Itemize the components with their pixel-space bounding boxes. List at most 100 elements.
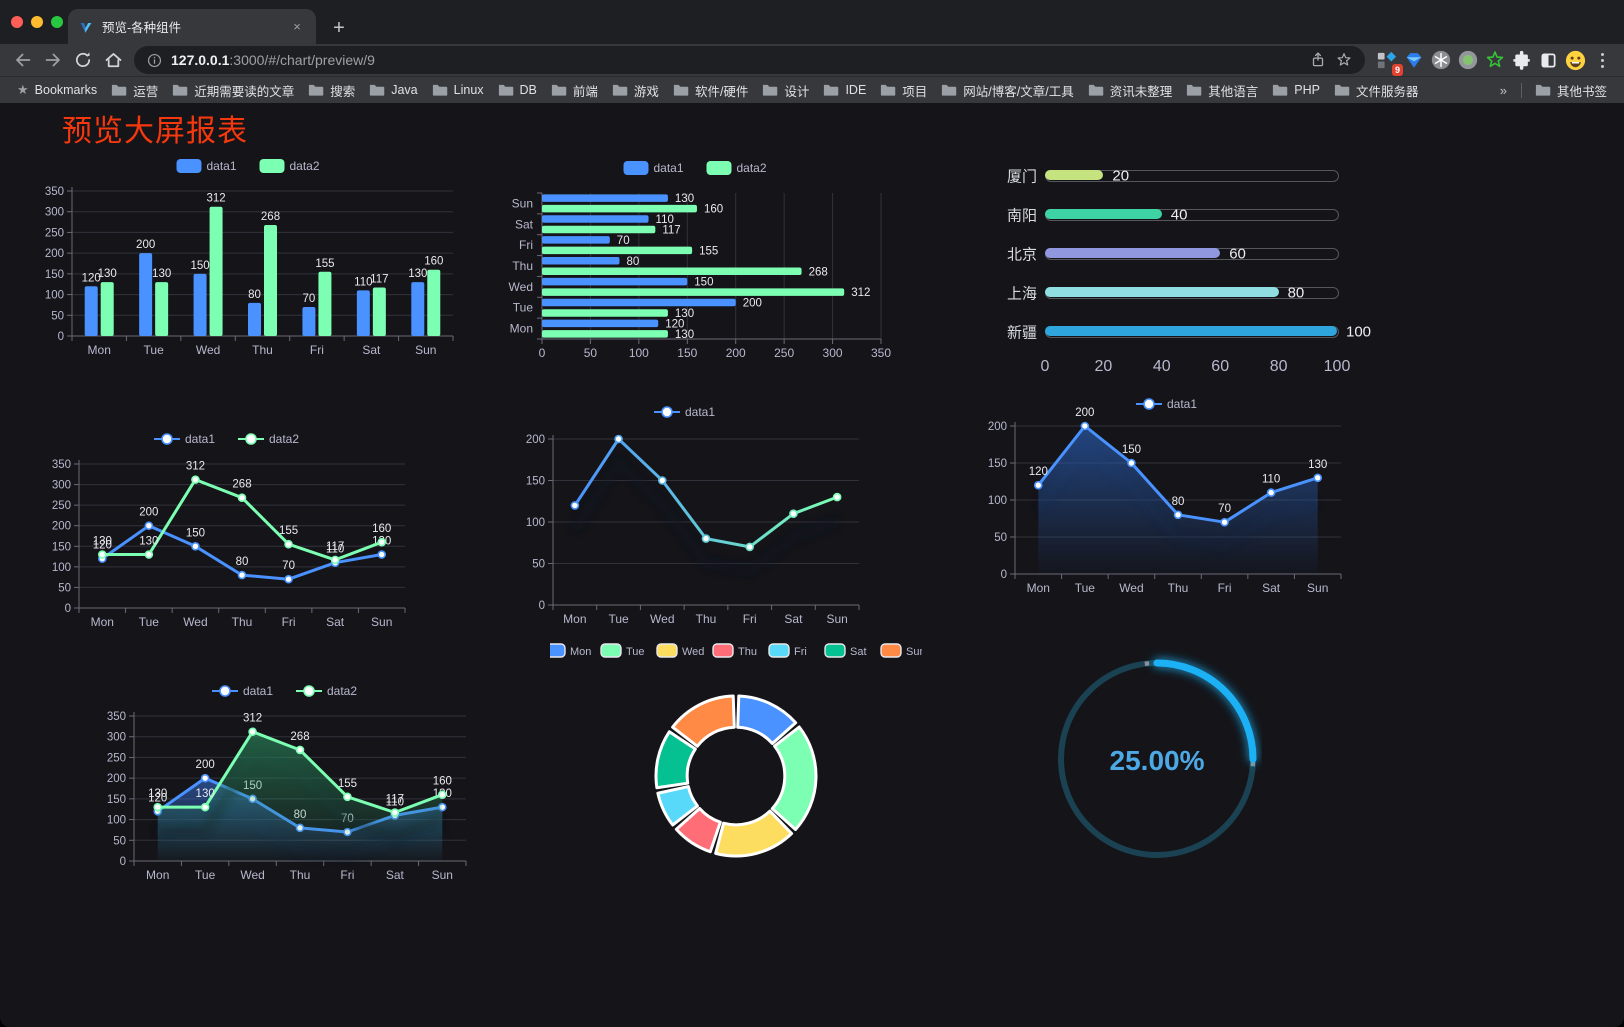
gauge-chart[interactable]: 25.00% [1052, 646, 1262, 874]
bookmark-folder[interactable]: 软件/硬件 [666, 77, 755, 103]
progress-bar-chart[interactable]: 厦门 20 南阳 40 北京 60 上海 80 新疆 100 0 20 40 60 80 100 [985, 156, 1371, 386]
svg-text:50: 50 [58, 582, 71, 594]
bookmark-folder[interactable]: IDE [816, 77, 873, 103]
gradient-line-chart[interactable]: data1 0 50 100 150 200 Mon Tue Wed Thu Fri Sat Sun [503, 397, 871, 627]
extension-half-square-icon[interactable] [1535, 47, 1562, 73]
folder-icon [551, 84, 567, 96]
two-series-line-chart[interactable]: data1 data2 0 50 100 150 200 250 300 350 Mon Tue Wed… [45, 424, 413, 638]
extension-green-star-icon[interactable] [1481, 47, 1508, 73]
extension-emoji-icon[interactable] [1562, 47, 1589, 73]
svg-text:110: 110 [1262, 474, 1280, 486]
bookmarks-root-item[interactable]: ★ Bookmarks [10, 77, 104, 103]
progress-value: 60 [1229, 245, 1246, 262]
svg-text:200: 200 [526, 434, 545, 446]
progress-label: 新疆 [1006, 324, 1037, 341]
new-tab-button[interactable]: + [333, 16, 345, 39]
progress-row[interactable]: 新疆 100 [985, 312, 1371, 351]
bookmark-folder[interactable]: 搜索 [301, 77, 362, 103]
svg-text:50: 50 [584, 346, 598, 360]
svg-text:100: 100 [526, 517, 545, 529]
extension-snowflake-icon[interactable] [1427, 47, 1454, 73]
bookmark-folder[interactable]: 网站/博客/文章/工具 [934, 77, 1080, 103]
svg-text:110: 110 [354, 276, 372, 288]
url-host: 127.0.0.1 [171, 52, 230, 68]
svg-text:350: 350 [871, 346, 891, 360]
bookmark-folder[interactable]: 文件服务器 [1327, 77, 1426, 103]
bookmark-folder-label: 设计 [784, 84, 810, 99]
bookmark-folder[interactable]: DB [491, 77, 544, 103]
share-icon[interactable] [1309, 51, 1327, 69]
svg-text:268: 268 [232, 479, 251, 491]
svg-text:130: 130 [675, 308, 694, 320]
extension-green-dot-icon[interactable] [1454, 47, 1481, 73]
tab-close-icon[interactable]: × [293, 19, 301, 34]
svg-text:Mon: Mon [88, 343, 111, 357]
address-bar[interactable]: 127.0.0.1:3000/#/chart/preview/9 [134, 46, 1365, 74]
fullscreen-window-button[interactable] [51, 16, 63, 28]
bookmark-folder[interactable]: Linux [425, 77, 491, 103]
close-window-button[interactable] [11, 16, 23, 28]
browser-tab[interactable]: 预览-各种组件 × [68, 9, 316, 44]
extension-gem-icon[interactable] [1400, 47, 1427, 73]
bookmark-folder[interactable]: 前端 [544, 77, 605, 103]
forward-button[interactable] [38, 46, 68, 74]
home-button[interactable] [98, 46, 128, 74]
progress-track [1045, 169, 1339, 182]
svg-text:data1: data1 [185, 432, 215, 446]
bookmark-folder[interactable]: 设计 [755, 77, 816, 103]
site-favicon [78, 19, 94, 35]
extension-grid-icon[interactable]: 9 [1373, 47, 1403, 76]
browser-menu-icon[interactable] [1589, 47, 1616, 73]
bookmark-folder-label: PHP [1294, 83, 1320, 97]
bookmark-folder[interactable]: PHP [1265, 77, 1327, 103]
two-series-area-chart[interactable]: data1 data2 0 50 100 150 200 250 300 350 Mon Tue Wed… [98, 676, 476, 891]
progress-row[interactable]: 厦门 20 [985, 156, 1360, 195]
svg-text:Thu: Thu [696, 612, 717, 626]
horizontal-bar-chart[interactable]: data1 data2 0 50 100 150 200 250 300 350 Mon 120 130… [500, 153, 895, 365]
back-button[interactable] [8, 46, 38, 74]
extensions-puzzle-icon[interactable] [1508, 47, 1535, 73]
svg-text:Wed: Wed [509, 280, 533, 294]
progress-row[interactable]: 南阳 40 [985, 195, 1360, 234]
bookmark-star-icon[interactable] [1335, 51, 1353, 69]
svg-text:25.00%: 25.00% [1110, 745, 1205, 776]
progress-row[interactable]: 北京 60 [985, 234, 1360, 273]
svg-text:Thu: Thu [738, 646, 757, 658]
minimize-window-button[interactable] [31, 16, 43, 28]
bookmark-folder[interactable]: 游戏 [605, 77, 666, 103]
svg-text:130: 130 [148, 788, 167, 800]
bookmark-folder[interactable]: 资讯未整理 [1081, 77, 1180, 103]
svg-text:100: 100 [52, 562, 71, 574]
svg-text:130: 130 [98, 268, 117, 280]
svg-text:200: 200 [743, 297, 762, 309]
progress-value: 100 [1346, 323, 1372, 340]
bookmarks-overflow-chevron[interactable]: » [1499, 82, 1507, 98]
bookmark-folder[interactable]: 项目 [873, 77, 934, 103]
other-bookmarks-item[interactable]: 其他书签 [1528, 81, 1614, 100]
svg-text:150: 150 [190, 260, 209, 272]
svg-text:Tue: Tue [144, 343, 165, 357]
site-info-icon[interactable] [146, 52, 163, 69]
svg-text:80: 80 [248, 289, 261, 301]
bookmark-folder[interactable]: 近期需要读的文章 [165, 77, 301, 103]
svg-text:0: 0 [58, 331, 64, 343]
svg-text:130: 130 [1308, 459, 1327, 471]
bookmark-folder[interactable]: 运营 [104, 77, 165, 103]
donut-chart[interactable]: Mon Tue Wed Thu Fri Sat Sun [544, 636, 926, 876]
svg-text:data1: data1 [685, 405, 715, 419]
grouped-bar-chart[interactable]: data1 data2 0 50 100 150 200 250 300 350 Mon Tue Wed… [38, 151, 463, 366]
svg-text:130: 130 [408, 268, 427, 280]
svg-text:Sat: Sat [784, 612, 803, 626]
svg-text:160: 160 [424, 256, 443, 268]
progress-row[interactable]: 上海 80 [985, 273, 1360, 312]
folder-icon [1535, 84, 1551, 96]
reload-button[interactable] [68, 46, 98, 74]
area-line-chart[interactable]: data1 0 50 100 150 200 Mon Tue Wed Thu Fri Sat Sun 12… [985, 389, 1353, 604]
svg-text:100: 100 [988, 495, 1007, 507]
svg-text:Sun: Sun [906, 646, 922, 658]
progress-fill [1045, 247, 1221, 258]
bookmark-folder[interactable]: Java [362, 77, 424, 103]
svg-text:Thu: Thu [232, 615, 253, 629]
bookmark-folder[interactable]: 其他语言 [1179, 77, 1265, 103]
svg-text:150: 150 [45, 269, 64, 281]
